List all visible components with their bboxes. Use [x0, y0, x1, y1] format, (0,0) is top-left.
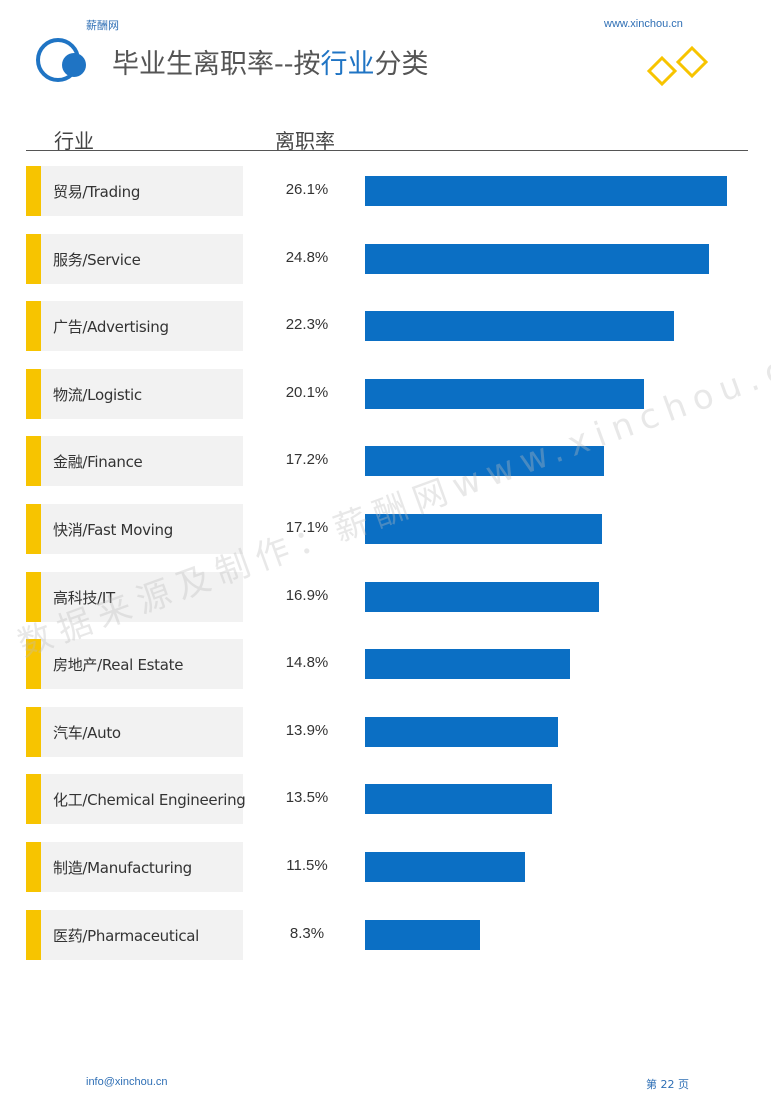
data-bar [365, 852, 525, 882]
category-label: 化工/Chemical Engineering [53, 791, 246, 809]
column-header-rate: 离职率 [275, 129, 335, 153]
chart-row: 快消/Fast Moving 17.1% [0, 504, 771, 554]
data-bar [365, 717, 558, 747]
row-accent-marker [26, 572, 41, 622]
category-label-box [41, 707, 243, 757]
row-accent-marker [26, 707, 41, 757]
chart-row: 房地产/Real Estate 14.8% [0, 639, 771, 689]
category-label: 汽车/Auto [53, 724, 121, 742]
data-bar [365, 244, 709, 274]
category-label-box [41, 910, 243, 960]
chart-row: 化工/Chemical Engineering 13.5% [0, 774, 771, 824]
logo-circles-icon [36, 38, 86, 82]
row-accent-marker [26, 842, 41, 892]
category-label: 医药/Pharmaceutical [53, 927, 200, 945]
row-accent-marker [26, 504, 41, 554]
row-accent-marker [26, 166, 41, 216]
value-label: 14.8% [285, 654, 329, 671]
value-label: 17.1% [285, 519, 329, 536]
website-link[interactable]: www.xinchou.cn [604, 18, 683, 30]
data-bar [365, 514, 602, 544]
category-label-box [41, 301, 243, 351]
chart-row: 服务/Service 24.8% [0, 234, 771, 284]
category-label: 高科技/IT [53, 589, 115, 607]
row-accent-marker [26, 369, 41, 419]
category-label-box [41, 436, 243, 486]
chart-row: 医药/Pharmaceutical 8.3% [0, 910, 771, 960]
data-bar [365, 446, 604, 476]
data-bar [365, 784, 552, 814]
value-label: 26.1% [285, 181, 329, 198]
chart-row: 物流/Logistic 20.1% [0, 369, 771, 419]
data-bar [365, 311, 674, 341]
category-label-box [41, 369, 243, 419]
data-bar [365, 582, 599, 612]
category-label-box [41, 504, 243, 554]
value-label: 16.9% [285, 587, 329, 604]
value-label: 20.1% [285, 384, 329, 401]
row-accent-marker [26, 910, 41, 960]
chart-row: 制造/Manufacturing 11.5% [0, 842, 771, 892]
category-label-box [41, 234, 243, 284]
value-label: 24.8% [285, 249, 329, 266]
category-label: 制造/Manufacturing [53, 859, 192, 877]
data-bar [365, 379, 644, 409]
data-bar [365, 176, 727, 206]
data-bar [365, 649, 570, 679]
row-accent-marker [26, 301, 41, 351]
category-label: 快消/Fast Moving [53, 521, 173, 539]
row-accent-marker [26, 774, 41, 824]
category-label: 物流/Logistic [53, 386, 142, 404]
value-label: 11.5% [286, 857, 328, 874]
data-bar [365, 920, 480, 950]
category-label: 广告/Advertising [53, 318, 169, 336]
chart-row: 广告/Advertising 22.3% [0, 301, 771, 351]
category-label: 金融/Finance [53, 453, 143, 471]
header-divider [26, 150, 748, 151]
chart-row: 金融/Finance 17.2% [0, 436, 771, 486]
chart-row: 贸易/Trading 26.1% [0, 166, 771, 216]
category-label-box [41, 774, 243, 824]
category-label-box [41, 842, 243, 892]
category-label-box [41, 166, 243, 216]
chart-row: 汽车/Auto 13.9% [0, 707, 771, 757]
page-title: 毕业生离职率--按行业分类 [112, 42, 429, 81]
title-suffix: 分类 [374, 49, 429, 80]
page-number: 第 22 页 [646, 1078, 689, 1091]
footer-email[interactable]: info@xinchou.cn [86, 1076, 168, 1088]
title-accent: 行业 [320, 49, 375, 80]
row-accent-marker [26, 639, 41, 689]
value-label: 8.3% [289, 925, 325, 942]
category-label: 服务/Service [53, 251, 141, 269]
brand-name: 薪酬网 [86, 20, 119, 32]
row-accent-marker [26, 436, 41, 486]
category-label-box [41, 639, 243, 689]
diamond-decoration-icon [646, 45, 709, 87]
category-label-box [41, 572, 243, 622]
value-label: 22.3% [285, 316, 329, 333]
category-label: 房地产/Real Estate [53, 656, 184, 674]
value-label: 17.2% [285, 451, 329, 468]
value-label: 13.9% [285, 722, 329, 739]
title-prefix: 毕业生离职率--按 [112, 49, 321, 80]
column-header-industry: 行业 [54, 129, 94, 153]
value-label: 13.5% [285, 789, 329, 806]
category-label: 贸易/Trading [53, 183, 141, 201]
chart-row: 高科技/IT 16.9% [0, 572, 771, 622]
row-accent-marker [26, 234, 41, 284]
